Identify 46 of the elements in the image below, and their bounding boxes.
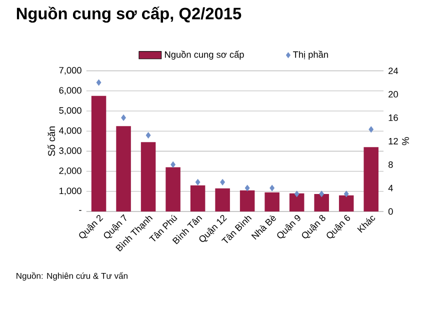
y-tick-label: 1,000	[59, 188, 82, 196]
y2-tick-label: 8	[388, 161, 393, 168]
point	[170, 162, 176, 168]
bar	[140, 142, 156, 212]
text: Nguồn: Nghiên cứu & Tư vấn	[16, 272, 128, 281]
y2-tick-label: 12	[388, 138, 398, 144]
point	[319, 190, 324, 198]
point	[121, 114, 126, 121]
bar	[190, 185, 206, 212]
bar	[338, 195, 354, 212]
bar	[215, 188, 230, 212]
bar	[264, 192, 280, 212]
point	[344, 190, 349, 198]
y-axis-title: Số căn	[47, 126, 56, 156]
bar	[364, 147, 378, 212]
legend-label: Thị phần	[293, 50, 328, 60]
y2-tick-label: 0	[388, 208, 393, 215]
point	[195, 179, 200, 186]
point	[146, 132, 151, 139]
bar	[166, 167, 180, 212]
y-tick-label: 5,000	[59, 107, 82, 115]
y-tick-label: -	[79, 210, 82, 211]
y2-axis-title: %	[402, 137, 409, 146]
point	[294, 190, 300, 198]
chart-title: Nguồn cung sơ cấp, Q2/2015	[16, 6, 242, 23]
y-tick-label: 4,000	[59, 127, 82, 135]
legend-label: Nguồn cung sơ cấp	[165, 50, 244, 60]
y2-tick-label: 4	[388, 184, 393, 192]
bar	[289, 193, 304, 212]
bar	[314, 194, 329, 212]
bar	[240, 190, 255, 212]
y2-tick-label: 20	[388, 91, 398, 98]
y-tick-label: 6,000	[59, 87, 82, 95]
x-tick-label: Nhà Bè	[251, 216, 276, 240]
bar	[91, 96, 106, 212]
point	[368, 126, 374, 133]
y2-tick-label: 16	[388, 114, 398, 122]
point	[220, 179, 225, 186]
point	[244, 184, 250, 192]
point	[270, 184, 275, 192]
y-tick-label: 7,000	[59, 67, 82, 75]
y-tick-label: 3,000	[59, 148, 82, 156]
bar	[116, 126, 131, 212]
y2-tick-label: 24	[388, 68, 398, 74]
y-tick-label: 2,000	[59, 168, 82, 176]
point	[96, 79, 102, 86]
